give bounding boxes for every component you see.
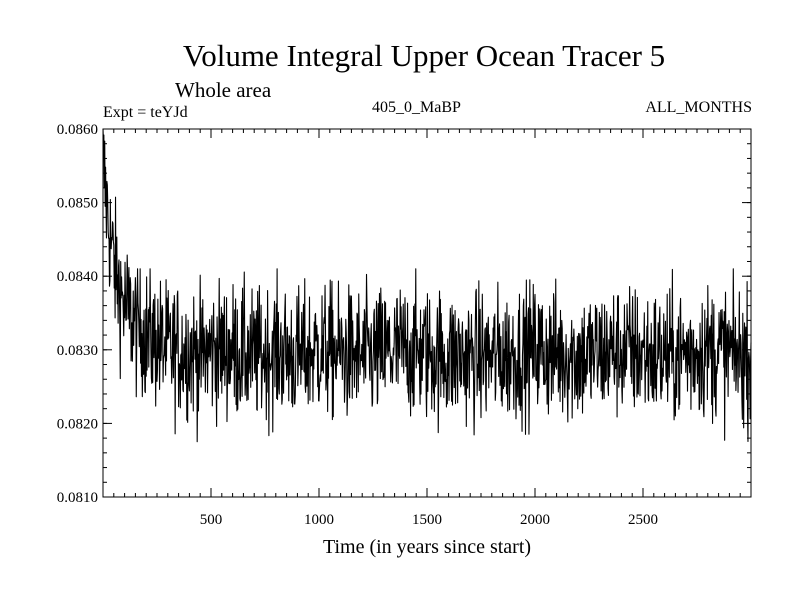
experiment-label: Expt = teYJd <box>103 104 188 121</box>
y-tick-label: 0.0840 <box>57 269 98 285</box>
series-group <box>102 128 752 443</box>
period-label: ALL_MONTHS <box>645 99 752 116</box>
tick-labels: 0.0810 0.0820 0.0830 0.0840 0.0850 0.0860 500 1… <box>57 122 658 528</box>
chart-subtitle: Whole area <box>175 78 272 102</box>
y-tick-label: 0.0810 <box>57 490 98 506</box>
case-label: 405_0_MaBP <box>372 99 461 116</box>
plot-frame <box>102 128 752 498</box>
x-axis-label: Time (in years since start) <box>322 536 532 558</box>
x-tick-label: 2000 <box>520 512 550 528</box>
x-tick-label: 2500 <box>628 512 658 528</box>
x-tick-label: 1500 <box>412 512 442 528</box>
series-line <box>102 128 752 443</box>
x-tick-label: 500 <box>200 512 223 528</box>
y-tick-label: 0.0860 <box>57 122 98 138</box>
y-tick-label: 0.0820 <box>57 416 98 432</box>
x-tick-label: 1000 <box>304 512 334 528</box>
y-tick-label: 0.0850 <box>57 196 98 212</box>
y-tick-label: 0.0830 <box>57 343 98 359</box>
chart-title: Volume Integral Upper Ocean Tracer 5 <box>182 38 666 73</box>
